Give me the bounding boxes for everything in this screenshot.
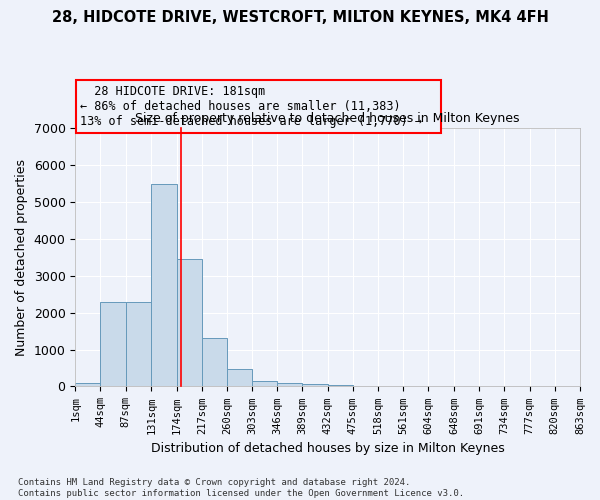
Bar bbox=[277, 383, 302, 386]
Bar bbox=[252, 380, 277, 386]
X-axis label: Distribution of detached houses by size in Milton Keynes: Distribution of detached houses by size … bbox=[151, 442, 505, 455]
Bar bbox=[125, 302, 151, 386]
Bar bbox=[151, 184, 176, 386]
Bar bbox=[176, 259, 202, 386]
Bar bbox=[100, 302, 125, 386]
Y-axis label: Number of detached properties: Number of detached properties bbox=[15, 158, 28, 356]
Bar bbox=[202, 338, 227, 386]
Title: Size of property relative to detached houses in Milton Keynes: Size of property relative to detached ho… bbox=[136, 112, 520, 126]
Text: Contains HM Land Registry data © Crown copyright and database right 2024.
Contai: Contains HM Land Registry data © Crown c… bbox=[18, 478, 464, 498]
Bar bbox=[227, 368, 252, 386]
Bar bbox=[75, 384, 100, 386]
Bar bbox=[302, 384, 328, 386]
Text: 28 HIDCOTE DRIVE: 181sqm
← 86% of detached houses are smaller (11,383)
13% of se: 28 HIDCOTE DRIVE: 181sqm ← 86% of detach… bbox=[80, 85, 437, 128]
Text: 28, HIDCOTE DRIVE, WESTCROFT, MILTON KEYNES, MK4 4FH: 28, HIDCOTE DRIVE, WESTCROFT, MILTON KEY… bbox=[52, 10, 548, 25]
